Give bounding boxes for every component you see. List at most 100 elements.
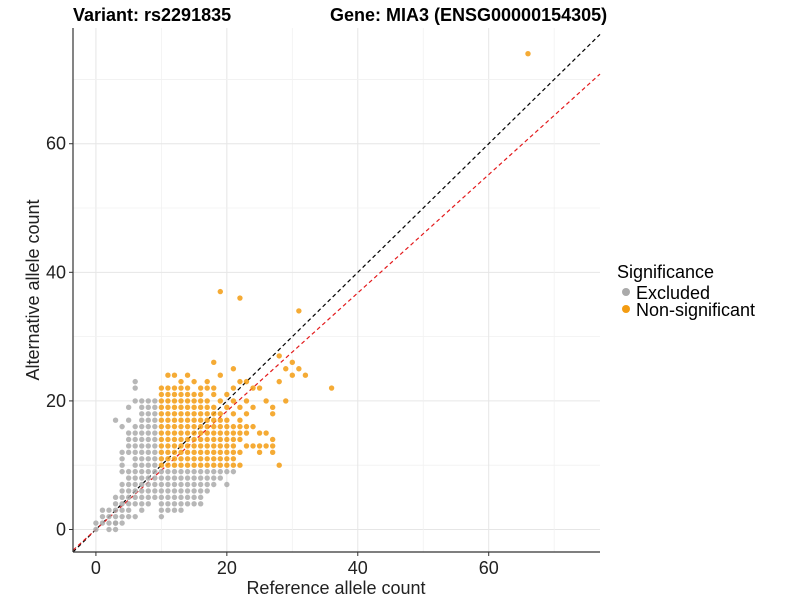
point-excluded — [224, 468, 230, 475]
point-non-significant — [269, 436, 276, 443]
point-non-significant — [165, 417, 171, 423]
x-tick-label: 20 — [217, 558, 237, 578]
point-non-significant — [178, 391, 184, 398]
point-non-significant — [243, 430, 250, 436]
point-non-significant — [289, 359, 296, 366]
point-excluded — [125, 507, 132, 513]
point-non-significant — [165, 411, 171, 417]
point-excluded — [145, 398, 151, 404]
point-excluded — [197, 501, 204, 507]
point-non-significant — [269, 411, 276, 417]
point-non-significant — [211, 417, 217, 423]
point-non-significant — [211, 449, 217, 456]
point-excluded — [112, 520, 119, 526]
point-excluded — [125, 417, 132, 423]
point-non-significant — [184, 417, 191, 423]
point-excluded — [139, 436, 145, 443]
point-excluded — [132, 456, 138, 462]
point-excluded — [139, 411, 145, 417]
point-non-significant — [217, 398, 223, 404]
point-non-significant — [184, 398, 191, 404]
point-non-significant — [204, 423, 210, 430]
point-excluded — [125, 481, 132, 488]
point-non-significant — [197, 462, 204, 468]
point-non-significant — [165, 430, 171, 436]
point-excluded — [178, 501, 184, 507]
point-excluded — [106, 507, 112, 513]
point-non-significant — [158, 449, 165, 456]
point-non-significant — [178, 423, 184, 430]
point-non-significant — [217, 443, 223, 449]
point-non-significant — [256, 430, 263, 436]
point-non-significant — [237, 295, 243, 301]
point-non-significant — [243, 443, 250, 449]
point-non-significant — [165, 462, 171, 468]
point-non-significant — [184, 411, 191, 417]
point-non-significant — [237, 417, 243, 423]
point-excluded — [139, 494, 145, 501]
x-axis-title: Reference allele count — [246, 578, 425, 598]
point-non-significant — [217, 372, 223, 378]
point-non-significant — [230, 423, 237, 430]
point-non-significant — [184, 456, 191, 462]
point-non-significant — [165, 404, 171, 411]
point-non-significant — [250, 423, 256, 430]
point-non-significant — [237, 404, 243, 411]
point-non-significant — [217, 436, 223, 443]
point-non-significant — [302, 372, 309, 378]
point-non-significant — [204, 436, 210, 443]
point-excluded — [217, 468, 223, 475]
legend-title: Significance — [617, 262, 714, 282]
point-non-significant — [224, 423, 230, 430]
point-excluded — [125, 488, 132, 494]
point-non-significant — [211, 430, 217, 436]
point-non-significant — [237, 378, 243, 385]
point-excluded — [184, 475, 191, 481]
x-tick-label: 60 — [479, 558, 499, 578]
point-non-significant — [184, 404, 191, 411]
point-non-significant — [165, 456, 171, 462]
point-non-significant — [171, 462, 178, 468]
point-non-significant — [217, 411, 223, 417]
point-non-significant — [217, 449, 223, 456]
point-non-significant — [158, 430, 165, 436]
point-excluded — [132, 481, 138, 488]
point-non-significant — [191, 398, 197, 404]
point-excluded — [125, 475, 132, 481]
point-excluded — [145, 462, 151, 468]
point-excluded — [112, 501, 119, 507]
point-excluded — [106, 520, 112, 526]
point-excluded — [119, 423, 125, 430]
point-non-significant — [165, 372, 171, 378]
point-excluded — [112, 507, 119, 513]
point-non-significant — [165, 443, 171, 449]
point-excluded — [132, 423, 138, 430]
point-excluded — [152, 475, 158, 481]
point-non-significant — [178, 449, 184, 456]
point-excluded — [132, 513, 138, 520]
legend: Significance Excluded Non-significant — [617, 262, 755, 320]
point-excluded — [197, 475, 204, 481]
point-non-significant — [184, 462, 191, 468]
point-excluded — [132, 385, 138, 391]
point-excluded — [197, 481, 204, 488]
point-excluded — [132, 378, 138, 385]
point-excluded — [152, 456, 158, 462]
point-excluded — [145, 404, 151, 411]
point-non-significant — [230, 462, 237, 468]
point-non-significant — [250, 443, 256, 449]
tick-labels: 0 20 40 60 0 20 40 60 — [46, 134, 499, 578]
point-non-significant — [211, 385, 217, 391]
point-non-significant — [197, 411, 204, 417]
point-non-significant — [184, 449, 191, 456]
point-non-significant — [178, 411, 184, 417]
point-excluded — [158, 481, 165, 488]
point-non-significant — [178, 462, 184, 468]
point-non-significant — [243, 411, 250, 417]
point-non-significant — [224, 449, 230, 456]
point-excluded — [178, 475, 184, 481]
data-points — [93, 51, 531, 533]
point-non-significant — [197, 436, 204, 443]
point-non-significant — [178, 378, 184, 385]
point-non-significant — [230, 436, 237, 443]
